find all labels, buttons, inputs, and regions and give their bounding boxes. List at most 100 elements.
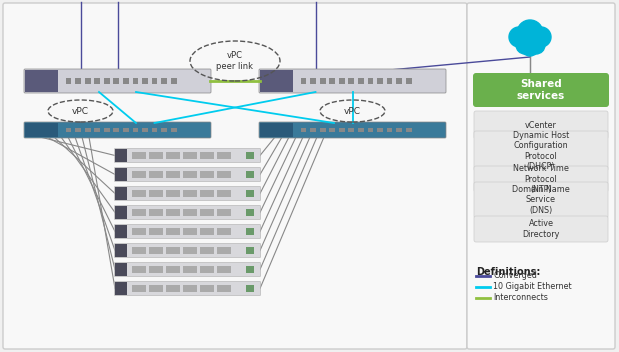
- FancyBboxPatch shape: [474, 216, 608, 242]
- Bar: [329, 78, 335, 84]
- Text: Interconnects: Interconnects: [493, 293, 548, 302]
- Bar: [132, 285, 146, 293]
- Bar: [377, 78, 383, 84]
- Bar: [113, 128, 119, 132]
- Bar: [167, 152, 180, 159]
- FancyBboxPatch shape: [474, 166, 608, 192]
- FancyBboxPatch shape: [24, 69, 211, 93]
- Bar: [149, 228, 163, 235]
- Bar: [115, 263, 127, 276]
- Text: vPC
peer link: vPC peer link: [217, 51, 254, 71]
- Bar: [396, 78, 402, 84]
- Bar: [142, 78, 148, 84]
- Bar: [115, 225, 127, 238]
- Bar: [132, 190, 146, 197]
- FancyBboxPatch shape: [259, 69, 446, 93]
- Bar: [246, 209, 254, 216]
- Bar: [149, 247, 163, 254]
- Bar: [149, 209, 163, 216]
- Bar: [66, 128, 71, 132]
- Bar: [406, 128, 412, 132]
- Bar: [183, 190, 197, 197]
- FancyBboxPatch shape: [115, 168, 261, 182]
- Bar: [25, 123, 58, 137]
- Bar: [339, 128, 345, 132]
- Bar: [132, 209, 146, 216]
- Bar: [132, 128, 138, 132]
- Bar: [348, 78, 354, 84]
- Bar: [320, 128, 326, 132]
- Bar: [217, 266, 230, 274]
- Bar: [132, 78, 138, 84]
- Bar: [104, 78, 110, 84]
- FancyBboxPatch shape: [474, 131, 608, 171]
- Bar: [396, 128, 402, 132]
- Bar: [123, 78, 129, 84]
- Bar: [167, 285, 180, 293]
- Bar: [406, 78, 412, 84]
- Bar: [167, 190, 180, 197]
- Bar: [115, 168, 127, 181]
- FancyBboxPatch shape: [259, 122, 446, 138]
- Bar: [115, 206, 127, 219]
- Text: Active
Directory: Active Directory: [522, 219, 560, 239]
- FancyBboxPatch shape: [24, 122, 211, 138]
- Bar: [200, 247, 214, 254]
- Bar: [368, 128, 373, 132]
- Bar: [171, 128, 176, 132]
- Bar: [246, 171, 254, 178]
- Bar: [171, 78, 176, 84]
- Bar: [149, 190, 163, 197]
- Bar: [85, 128, 90, 132]
- Bar: [183, 228, 197, 235]
- Bar: [66, 78, 71, 84]
- Text: vCenter: vCenter: [525, 120, 557, 130]
- Bar: [183, 247, 197, 254]
- Bar: [246, 152, 254, 159]
- Bar: [167, 247, 180, 254]
- Bar: [217, 152, 230, 159]
- Bar: [301, 128, 306, 132]
- Bar: [115, 244, 127, 257]
- Bar: [200, 152, 214, 159]
- Bar: [246, 247, 254, 254]
- Bar: [149, 266, 163, 274]
- FancyBboxPatch shape: [115, 244, 261, 258]
- Bar: [200, 228, 214, 235]
- Bar: [183, 209, 197, 216]
- Bar: [115, 187, 127, 200]
- Bar: [200, 190, 214, 197]
- Circle shape: [516, 36, 534, 54]
- Bar: [167, 228, 180, 235]
- Circle shape: [527, 36, 545, 54]
- Bar: [200, 171, 214, 178]
- Bar: [162, 78, 167, 84]
- Circle shape: [531, 27, 551, 47]
- FancyBboxPatch shape: [467, 3, 615, 349]
- Bar: [387, 78, 392, 84]
- Text: vPC: vPC: [72, 107, 89, 115]
- Bar: [387, 128, 392, 132]
- Bar: [149, 285, 163, 293]
- FancyBboxPatch shape: [474, 182, 608, 218]
- Bar: [217, 190, 230, 197]
- Text: Definitions:: Definitions:: [476, 267, 540, 277]
- Bar: [200, 209, 214, 216]
- Bar: [142, 128, 148, 132]
- Bar: [358, 128, 364, 132]
- Bar: [310, 78, 316, 84]
- FancyBboxPatch shape: [115, 187, 261, 201]
- Circle shape: [509, 27, 529, 47]
- Bar: [152, 128, 157, 132]
- Bar: [320, 78, 326, 84]
- Bar: [85, 78, 90, 84]
- Bar: [260, 70, 293, 92]
- Bar: [76, 128, 81, 132]
- Bar: [149, 152, 163, 159]
- Bar: [200, 266, 214, 274]
- Bar: [348, 128, 354, 132]
- Bar: [217, 228, 230, 235]
- Bar: [260, 123, 293, 137]
- Bar: [183, 266, 197, 274]
- Bar: [246, 190, 254, 197]
